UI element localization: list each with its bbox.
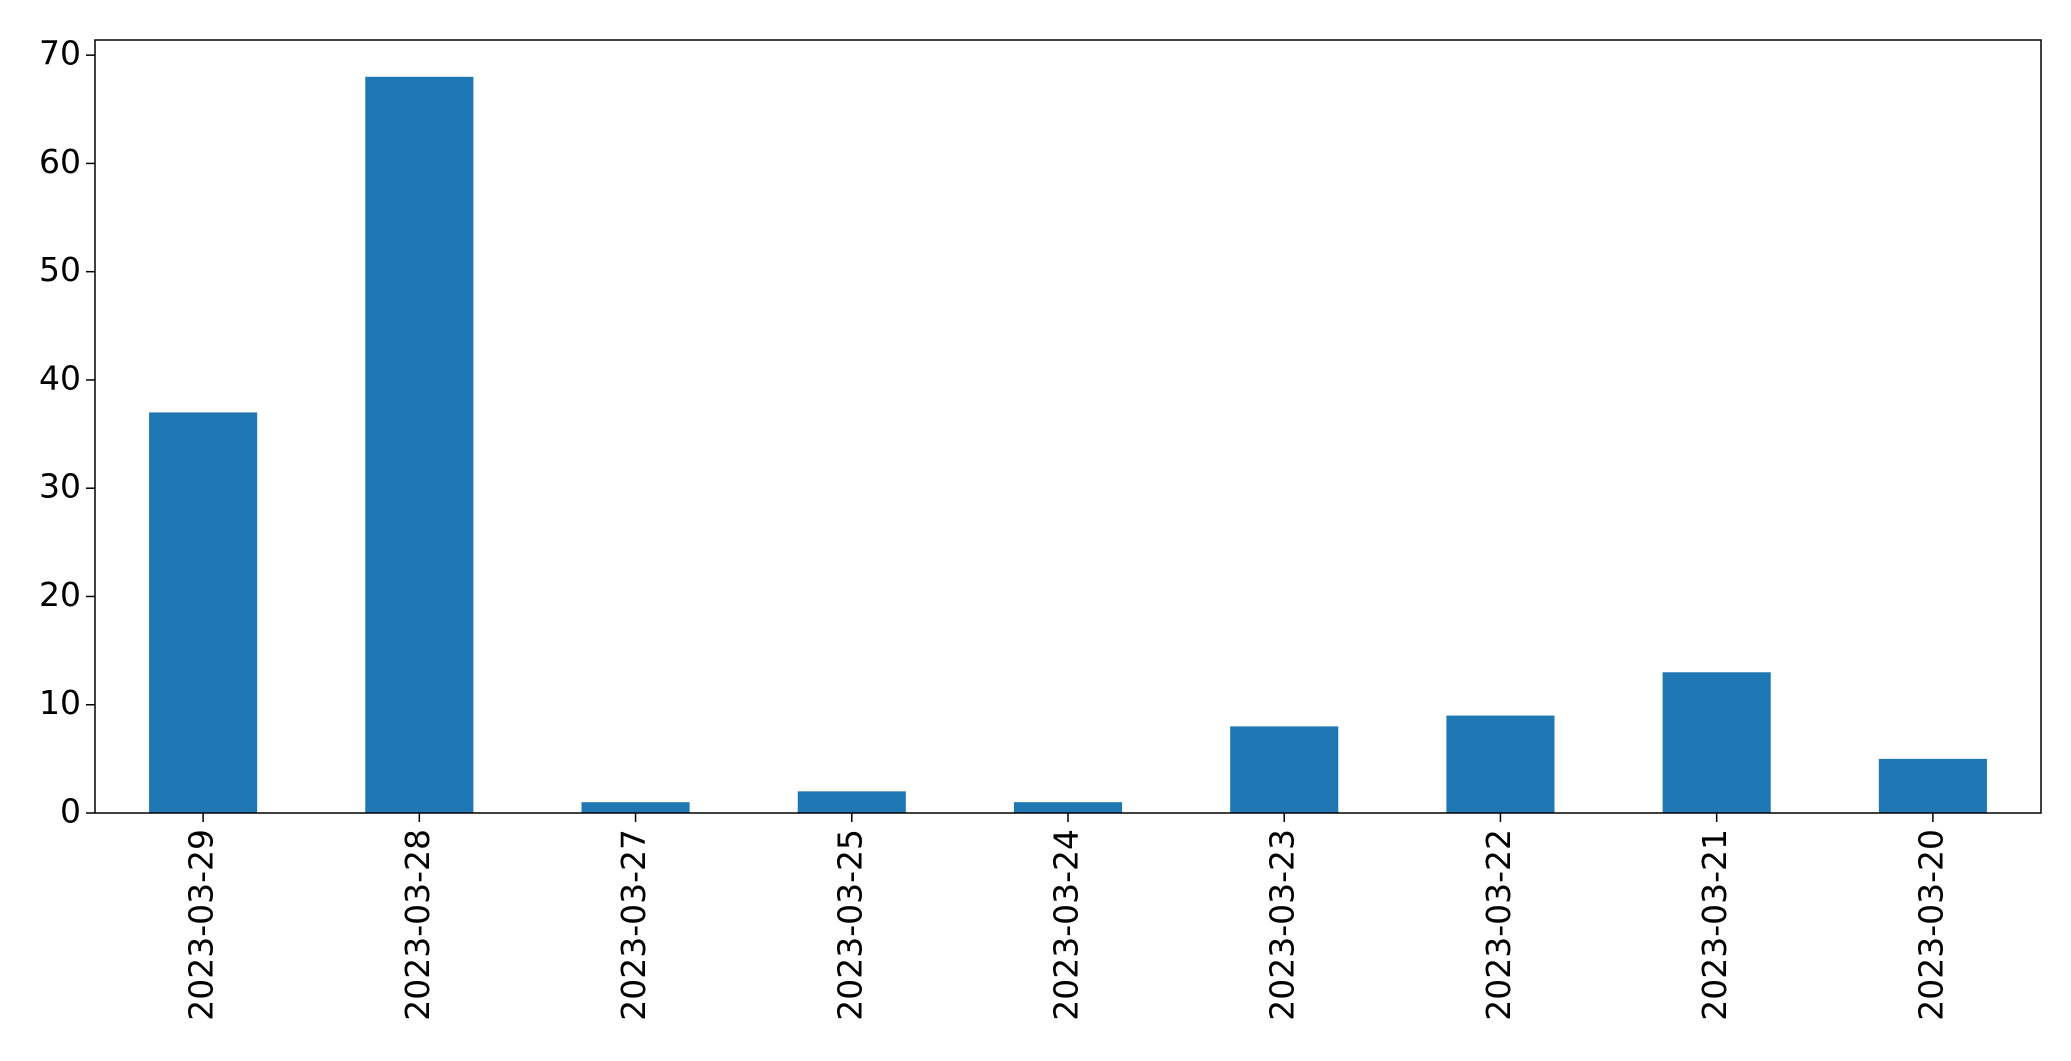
- y-tick-label: 10: [39, 683, 81, 722]
- bar-2023-03-20: [1878, 758, 1987, 813]
- bar-2023-03-23: [1230, 726, 1339, 813]
- bar-2023-03-24: [1013, 802, 1123, 813]
- plot-frame: [94, 39, 2042, 814]
- bar-2023-03-25: [797, 791, 906, 813]
- ticks-layer: 2023-03-29 2023-03-28 2023-03-27 2023-03-25…: [39, 34, 1950, 1021]
- bar-2023-03-29: [149, 412, 258, 813]
- bars-layer: [149, 76, 1987, 814]
- x-tick-label: 2023-03-27: [614, 829, 653, 1021]
- x-tick-label: 2023-03-20: [1911, 829, 1950, 1021]
- bar-2023-03-28: [365, 76, 474, 814]
- x-tick-label: 2023-03-23: [1263, 829, 1302, 1021]
- y-tick-label: 0: [60, 792, 81, 831]
- x-tick-label: 2023-03-25: [830, 829, 869, 1021]
- x-tick-label: 2023-03-28: [398, 829, 437, 1021]
- x-tick-label: 2023-03-21: [1695, 829, 1734, 1021]
- bar-2023-03-27: [581, 802, 690, 813]
- y-tick-label: 60: [39, 142, 81, 181]
- y-tick-label: 20: [39, 575, 81, 614]
- y-tick-label: 40: [39, 358, 81, 397]
- x-tick-label: 2023-03-29: [182, 829, 221, 1021]
- bar-2023-03-21: [1662, 672, 1771, 813]
- x-tick-label: 2023-03-22: [1479, 829, 1518, 1021]
- bar-2023-03-22: [1446, 715, 1555, 813]
- y-tick-label: 30: [39, 467, 81, 506]
- x-tick-label: 2023-03-24: [1047, 829, 1086, 1021]
- y-tick-label: 70: [39, 34, 81, 73]
- y-tick-label: 50: [39, 250, 81, 289]
